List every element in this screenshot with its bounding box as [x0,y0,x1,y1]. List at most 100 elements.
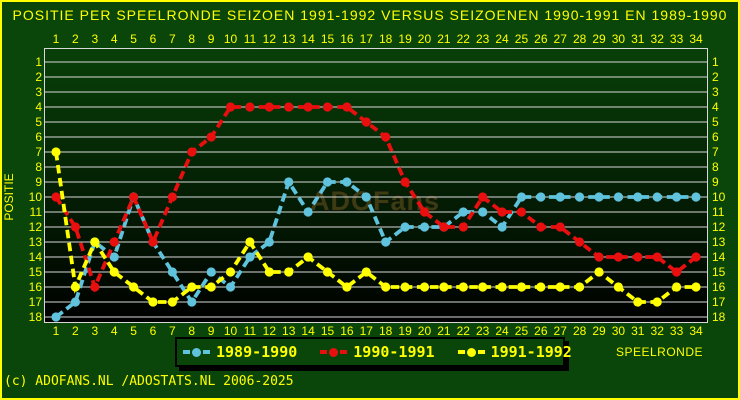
x-tick-top: 6 [149,32,157,46]
y-tick-left: 6 [35,130,42,144]
y-tick-right: 7 [712,145,719,159]
series-1990-1991 [51,102,701,293]
x-tick-top: 18 [379,32,393,46]
legend-entry-1991-1992: 1991-1992 [457,343,572,361]
x-tick-bottom: 15 [320,324,335,338]
y-tick-right: 2 [712,70,719,84]
y-axis-title: POSITIE [2,173,16,221]
x-tick-bottom: 18 [379,324,393,338]
x-tick-bottom: 33 [669,324,684,338]
x-tick-top: 28 [572,32,587,46]
x-tick-bottom: 3 [91,324,99,338]
y-tick-left: 2 [35,70,42,84]
x-tick-top: 1 [52,32,60,46]
x-tick-bottom: 20 [417,324,432,338]
x-tick-top: 31 [631,32,645,46]
y-tick-right: 15 [712,265,726,279]
x-tick-top: 33 [669,32,684,46]
x-tick-top: 4 [110,32,118,46]
y-tick-left: 4 [35,100,42,114]
x-tick-bottom: 19 [398,324,412,338]
line-dot-marker-icon [320,347,348,357]
x-tick-bottom: 24 [495,324,509,338]
x-tick-bottom: 4 [110,324,118,338]
x-tick-bottom: 2 [72,324,79,338]
x-tick-top: 3 [91,32,99,46]
x-tick-top: 7 [169,32,176,46]
x-tick-bottom: 8 [188,324,196,338]
footer-credit: (c) ADOFANS.NL /ADOSTATS.NL 2006-2025 [4,374,294,389]
y-tick-left: 13 [28,235,42,249]
x-tick-bottom: 27 [553,324,567,338]
legend-label: 1990-1991 [353,343,435,361]
x-tick-bottom: 23 [475,324,490,338]
x-tick-top: 27 [553,32,567,46]
x-tick-bottom: 29 [592,324,606,338]
x-tick-bottom: 1 [52,324,60,338]
legend-entry-1990-1991: 1990-1991 [320,343,435,361]
x-axis-title: SPEELRONDE [615,345,703,359]
y-tick-left: 12 [28,220,42,234]
x-tick-top: 30 [611,32,626,46]
y-tick-left: 3 [35,85,42,99]
x-tick-top: 14 [301,32,315,46]
x-tick-bottom: 21 [437,324,451,338]
x-tick-bottom: 31 [631,324,645,338]
x-tick-top: 11 [243,32,257,46]
legend: 1989-1990 1990-1991 1991-1992 [175,337,572,367]
y-tick-left: 16 [28,280,42,294]
x-tick-bottom: 9 [207,324,215,338]
x-tick-top: 23 [475,32,490,46]
y-tick-left: 10 [28,190,42,204]
x-tick-top: 19 [398,32,412,46]
y-tick-left: 15 [28,265,42,279]
y-tick-left: 1 [35,55,42,69]
plot-area: ADOFans [44,48,708,323]
x-tick-top: 15 [320,32,335,46]
x-tick-bottom: 26 [534,324,548,338]
legend-label: 1991-1992 [490,343,572,361]
series-1991-1992 [51,147,701,307]
x-tick-top: 25 [514,32,529,46]
y-tick-right: 10 [712,190,726,204]
x-tick-top: 29 [592,32,606,46]
y-tick-left: 18 [28,310,42,324]
y-tick-right: 18 [712,310,726,324]
y-tick-left: 7 [35,145,42,159]
x-tick-top: 5 [130,32,137,46]
y-tick-right: 8 [712,160,719,174]
x-tick-bottom: 34 [689,324,703,338]
x-tick-top: 22 [456,32,470,46]
y-tick-left: 9 [35,175,42,189]
x-tick-top: 9 [207,32,215,46]
y-tick-right: 5 [712,115,719,129]
x-tick-bottom: 11 [243,324,257,338]
x-tick-top: 26 [534,32,548,46]
x-tick-top: 12 [262,32,276,46]
plot-frame [44,48,708,323]
y-tick-right: 11 [712,205,725,219]
x-tick-bottom: 16 [340,324,354,338]
watermark-text: ADOFans [310,186,440,216]
x-tick-top: 34 [689,32,703,46]
x-tick-top: 17 [359,32,373,46]
y-tick-right: 3 [712,85,719,99]
line-dot-marker-icon [183,347,210,357]
y-tick-right: 6 [712,130,719,144]
x-tick-top: 16 [340,32,354,46]
x-tick-bottom: 10 [223,324,238,338]
x-tick-bottom: 30 [611,324,626,338]
x-tick-bottom: 6 [149,324,157,338]
y-tick-right: 1 [712,55,719,69]
x-tick-top: 8 [188,32,196,46]
x-tick-bottom: 13 [282,324,296,338]
y-tick-right: 4 [712,100,719,114]
legend-entry-1989-1990: 1989-1990 [183,343,297,361]
x-tick-top: 13 [282,32,296,46]
x-tick-top: 32 [650,32,664,46]
y-tick-right: 14 [712,250,726,264]
x-tick-bottom: 5 [130,324,137,338]
line-dot-marker-icon [457,347,485,357]
x-tick-bottom: 17 [359,324,373,338]
